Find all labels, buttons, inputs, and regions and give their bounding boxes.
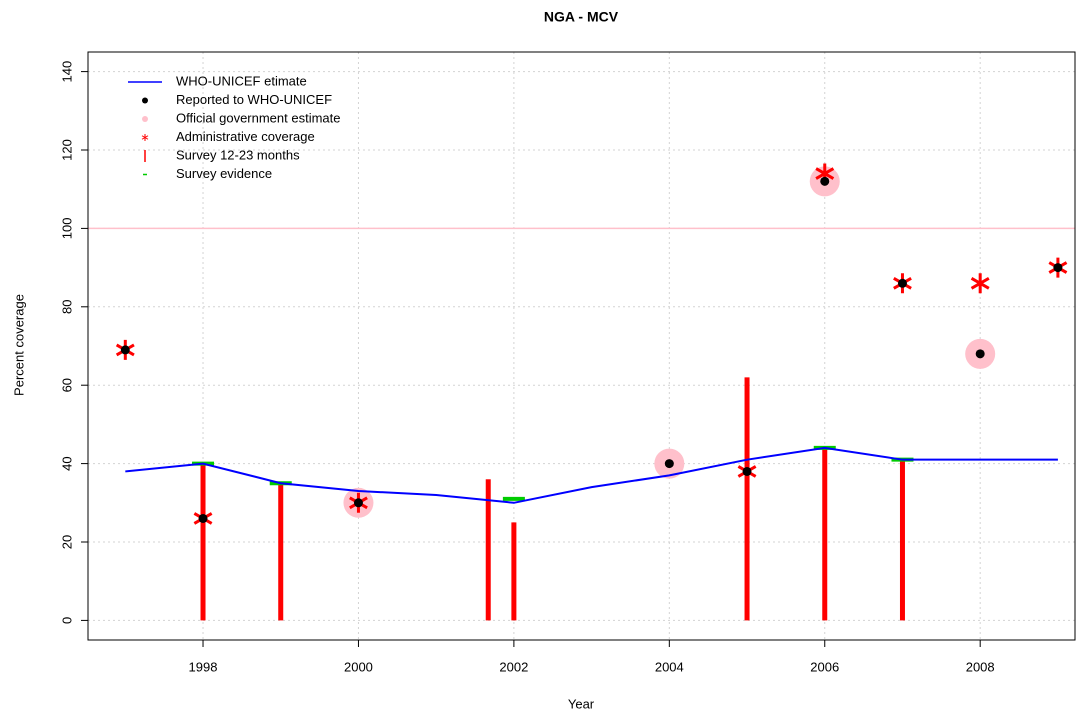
legend-label: Survey 12-23 months [176,147,300,162]
x-axis-label: Year [568,696,595,711]
legend-label: Official government estimate [176,110,341,125]
reported-point [353,498,363,508]
y-tick-label: 140 [59,61,74,83]
y-tick-label: 120 [59,139,74,161]
legend-symbol [142,97,148,104]
reported-point [664,459,674,469]
legend-label: Survey evidence [176,166,272,181]
y-tick-label: 100 [59,218,74,240]
x-tick-label: 2000 [344,659,373,674]
reported-point [1053,263,1063,273]
reported-point [820,176,830,186]
survey-bar [278,483,284,621]
reported-point [975,349,985,359]
y-tick-label: 40 [59,456,74,470]
reported-point [120,345,130,355]
legend-symbol [142,116,148,122]
y-tick-label: 20 [59,535,74,549]
y-axis-label: Percent coverage [11,294,26,396]
chart-title: NGA - MCV [544,9,619,25]
x-tick-label: 1998 [189,659,218,674]
survey-bar [899,459,905,621]
y-tick-label: 60 [59,378,74,392]
survey-bar [744,377,750,621]
legend-label: Reported to WHO-UNICEF [176,92,332,107]
legend-symbol [141,134,149,141]
reported-point [742,466,752,476]
reported-point [198,513,208,523]
y-tick-label: 0 [59,617,74,624]
estimate-line [125,446,1058,504]
legend-label: Administrative coverage [176,129,315,144]
survey-bar [511,522,517,621]
y-tick-label: 80 [59,300,74,314]
legend-label: WHO-UNICEF etimate [176,73,307,88]
x-tick-label: 2004 [655,659,684,674]
reported-point [897,278,907,288]
admin-point [970,273,990,294]
survey-bar [485,479,491,621]
plot-frame [87,51,1076,641]
x-tick-label: 2008 [966,659,995,674]
x-tick-label: 2006 [810,659,839,674]
survey-bar [822,447,828,621]
x-tick-label: 2002 [499,659,528,674]
survey-bar [200,463,206,621]
